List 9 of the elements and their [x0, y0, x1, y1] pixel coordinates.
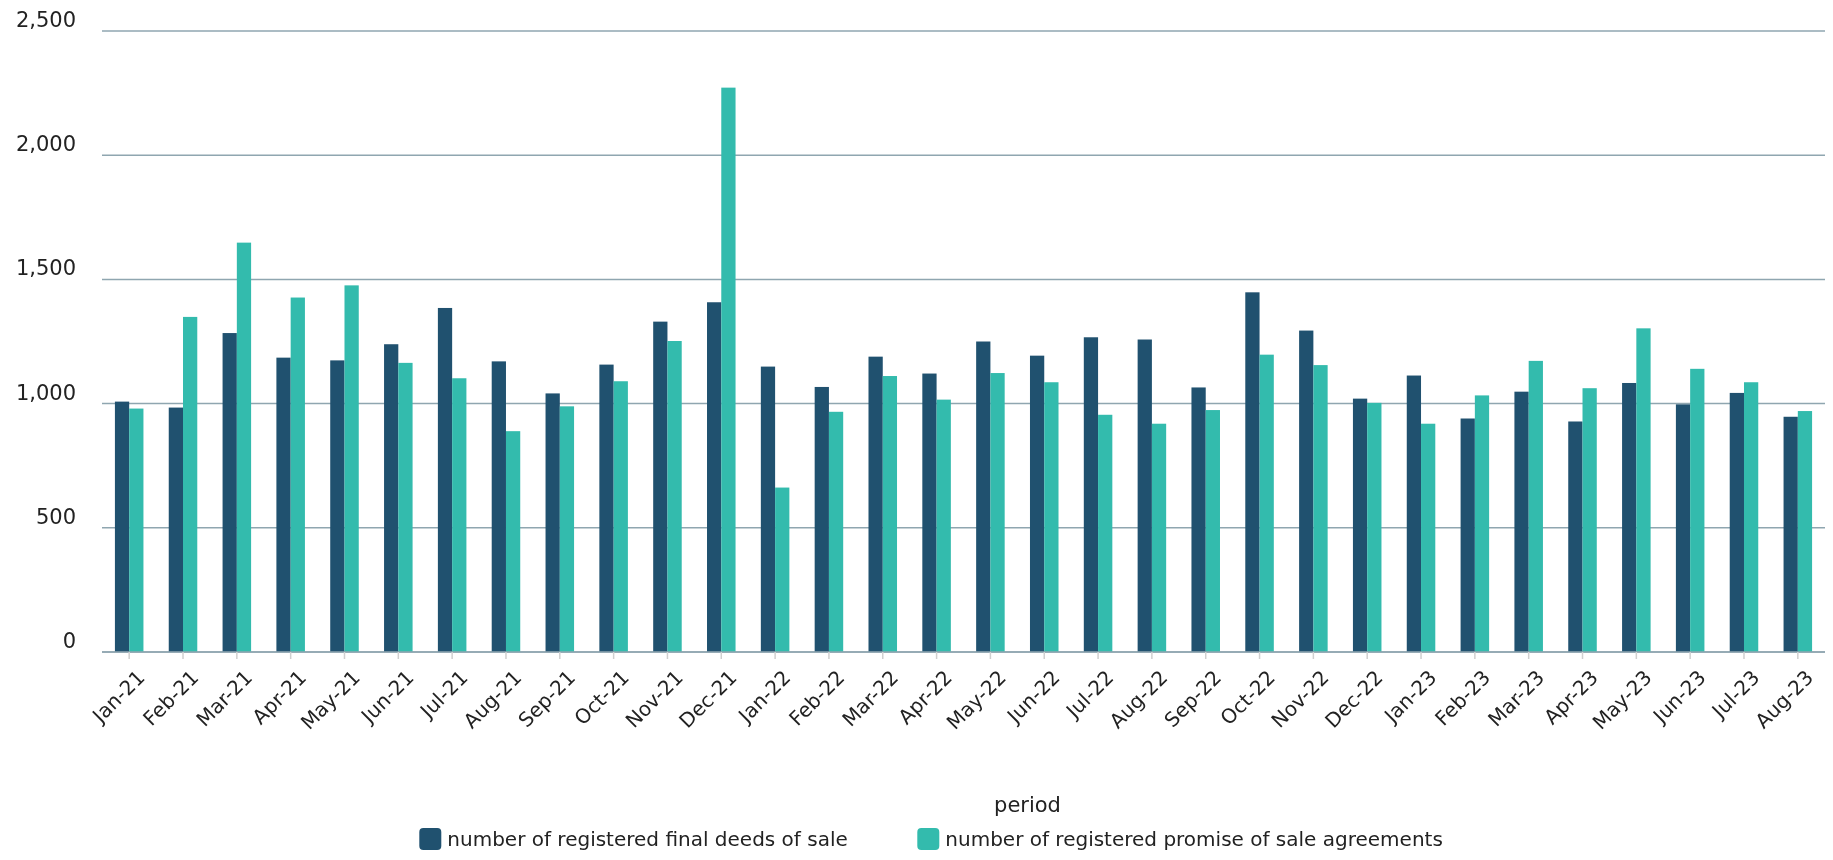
- y-tick-label: 2,000: [15, 132, 76, 157]
- y-tick-label: 1,500: [15, 256, 76, 281]
- x-axis-title: period: [994, 793, 1061, 817]
- legend-label: number of registered promise of sale agreements: [945, 827, 1443, 851]
- y-tick-label: 1,000: [15, 380, 76, 405]
- legend-label: number of registered final deeds of sale: [447, 827, 848, 851]
- y-tick-label: 2,500: [15, 8, 76, 32]
- y-tick-label: 0: [62, 629, 76, 653]
- y-tick-label: 500: [35, 504, 76, 529]
